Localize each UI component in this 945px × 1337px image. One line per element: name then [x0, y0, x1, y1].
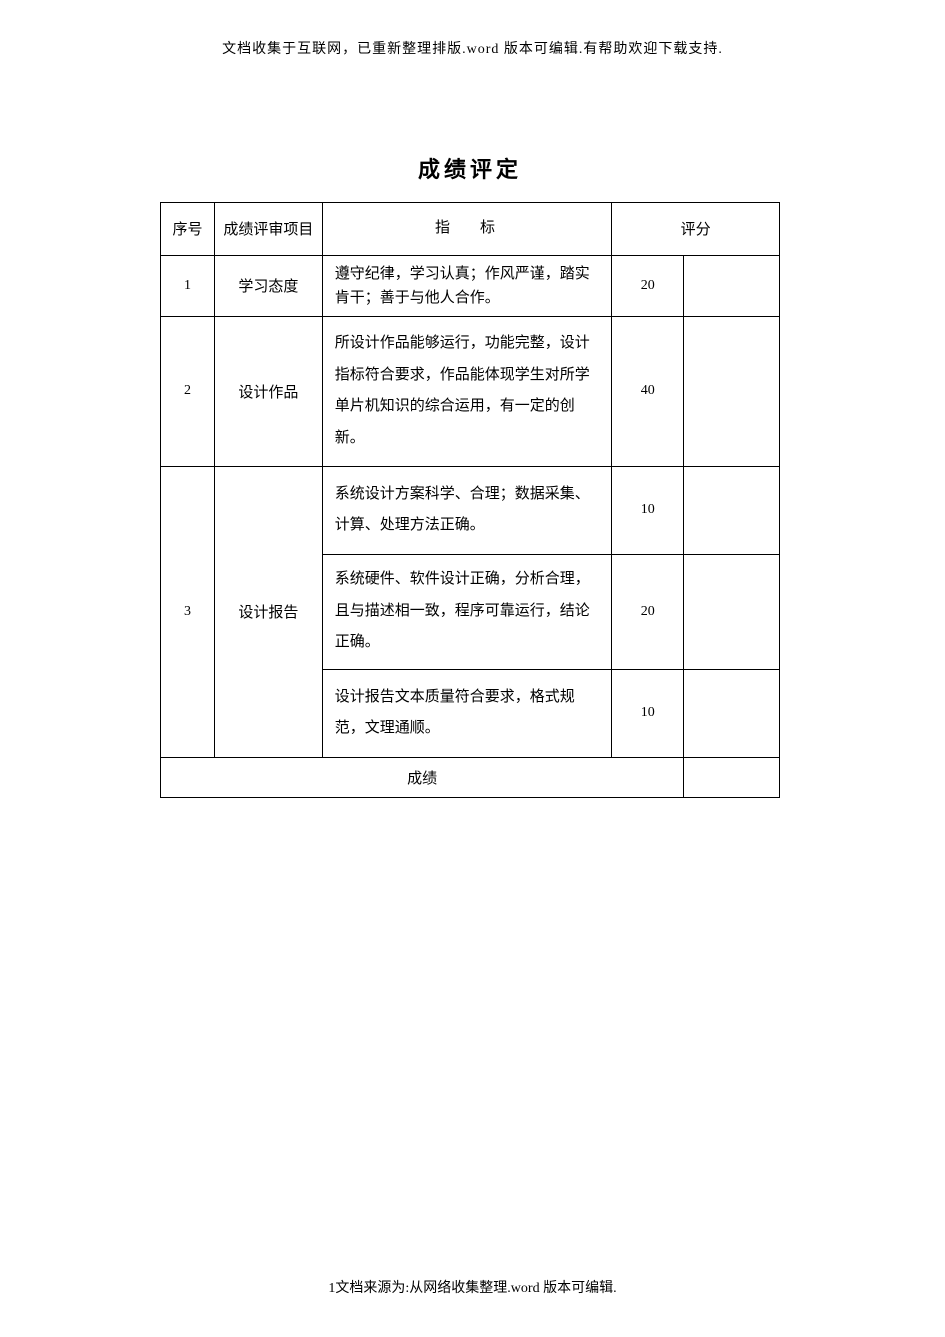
grading-table: 序号 成绩评审项目 指标 评分 1 学习态度 遵守纪律，学习认真；作风严谨，踏实… — [160, 202, 780, 798]
cell-desc: 系统硬件、软件设计正确，分析合理，且与描述相一致，程序可靠运行，结论正确。 — [322, 554, 612, 669]
cell-score: 10 — [612, 669, 684, 757]
cell-desc: 遵守纪律，学习认真；作风严谨，踏实肯干；善于与他人合作。 — [322, 255, 612, 316]
result-row: 成绩 — [161, 757, 780, 797]
cell-score: 20 — [612, 255, 684, 316]
cell-empty — [684, 255, 780, 316]
result-empty — [684, 757, 780, 797]
header-score: 评分 — [612, 203, 780, 256]
content-area: 成绩评定 序号 成绩评审项目 指标 评分 1 学习态度 遵守纪律，学习认真；作风… — [160, 152, 780, 798]
table-row: 1 学习态度 遵守纪律，学习认真；作风严谨，踏实肯干；善于与他人合作。 20 — [161, 255, 780, 316]
page-title: 成绩评定 — [160, 152, 780, 184]
header-indicator: 指标 — [322, 203, 612, 256]
table-row: 3 设计报告 系统设计方案科学、合理；数据采集、计算、处理方法正确。 10 — [161, 466, 780, 554]
header-note: 文档收集于互联网，已重新整理排版.word 版本可编辑.有帮助欢迎下载支持. — [0, 38, 945, 58]
cell-seq: 2 — [161, 316, 215, 466]
header-item: 成绩评审项目 — [214, 203, 322, 256]
cell-empty — [684, 466, 780, 554]
cell-score: 10 — [612, 466, 684, 554]
cell-desc: 设计报告文本质量符合要求，格式规范，文理通顺。 — [322, 669, 612, 757]
cell-item: 学习态度 — [214, 255, 322, 316]
table-row: 2 设计作品 所设计作品能够运行，功能完整，设计指标符合要求，作品能体现学生对所… — [161, 316, 780, 466]
result-label: 成绩 — [161, 757, 684, 797]
header-seq: 序号 — [161, 203, 215, 256]
cell-seq: 3 — [161, 466, 215, 757]
cell-seq: 1 — [161, 255, 215, 316]
cell-empty — [684, 669, 780, 757]
cell-empty — [684, 554, 780, 669]
cell-item: 设计报告 — [214, 466, 322, 757]
footer-note: 1文档来源为:从网络收集整理.word 版本可编辑. — [0, 1277, 945, 1297]
cell-score: 20 — [612, 554, 684, 669]
cell-score: 40 — [612, 316, 684, 466]
cell-item: 设计作品 — [214, 316, 322, 466]
cell-empty — [684, 316, 780, 466]
table-header-row: 序号 成绩评审项目 指标 评分 — [161, 203, 780, 256]
cell-desc: 系统设计方案科学、合理；数据采集、计算、处理方法正确。 — [322, 466, 612, 554]
cell-desc: 所设计作品能够运行，功能完整，设计指标符合要求，作品能体现学生对所学单片机知识的… — [322, 316, 612, 466]
